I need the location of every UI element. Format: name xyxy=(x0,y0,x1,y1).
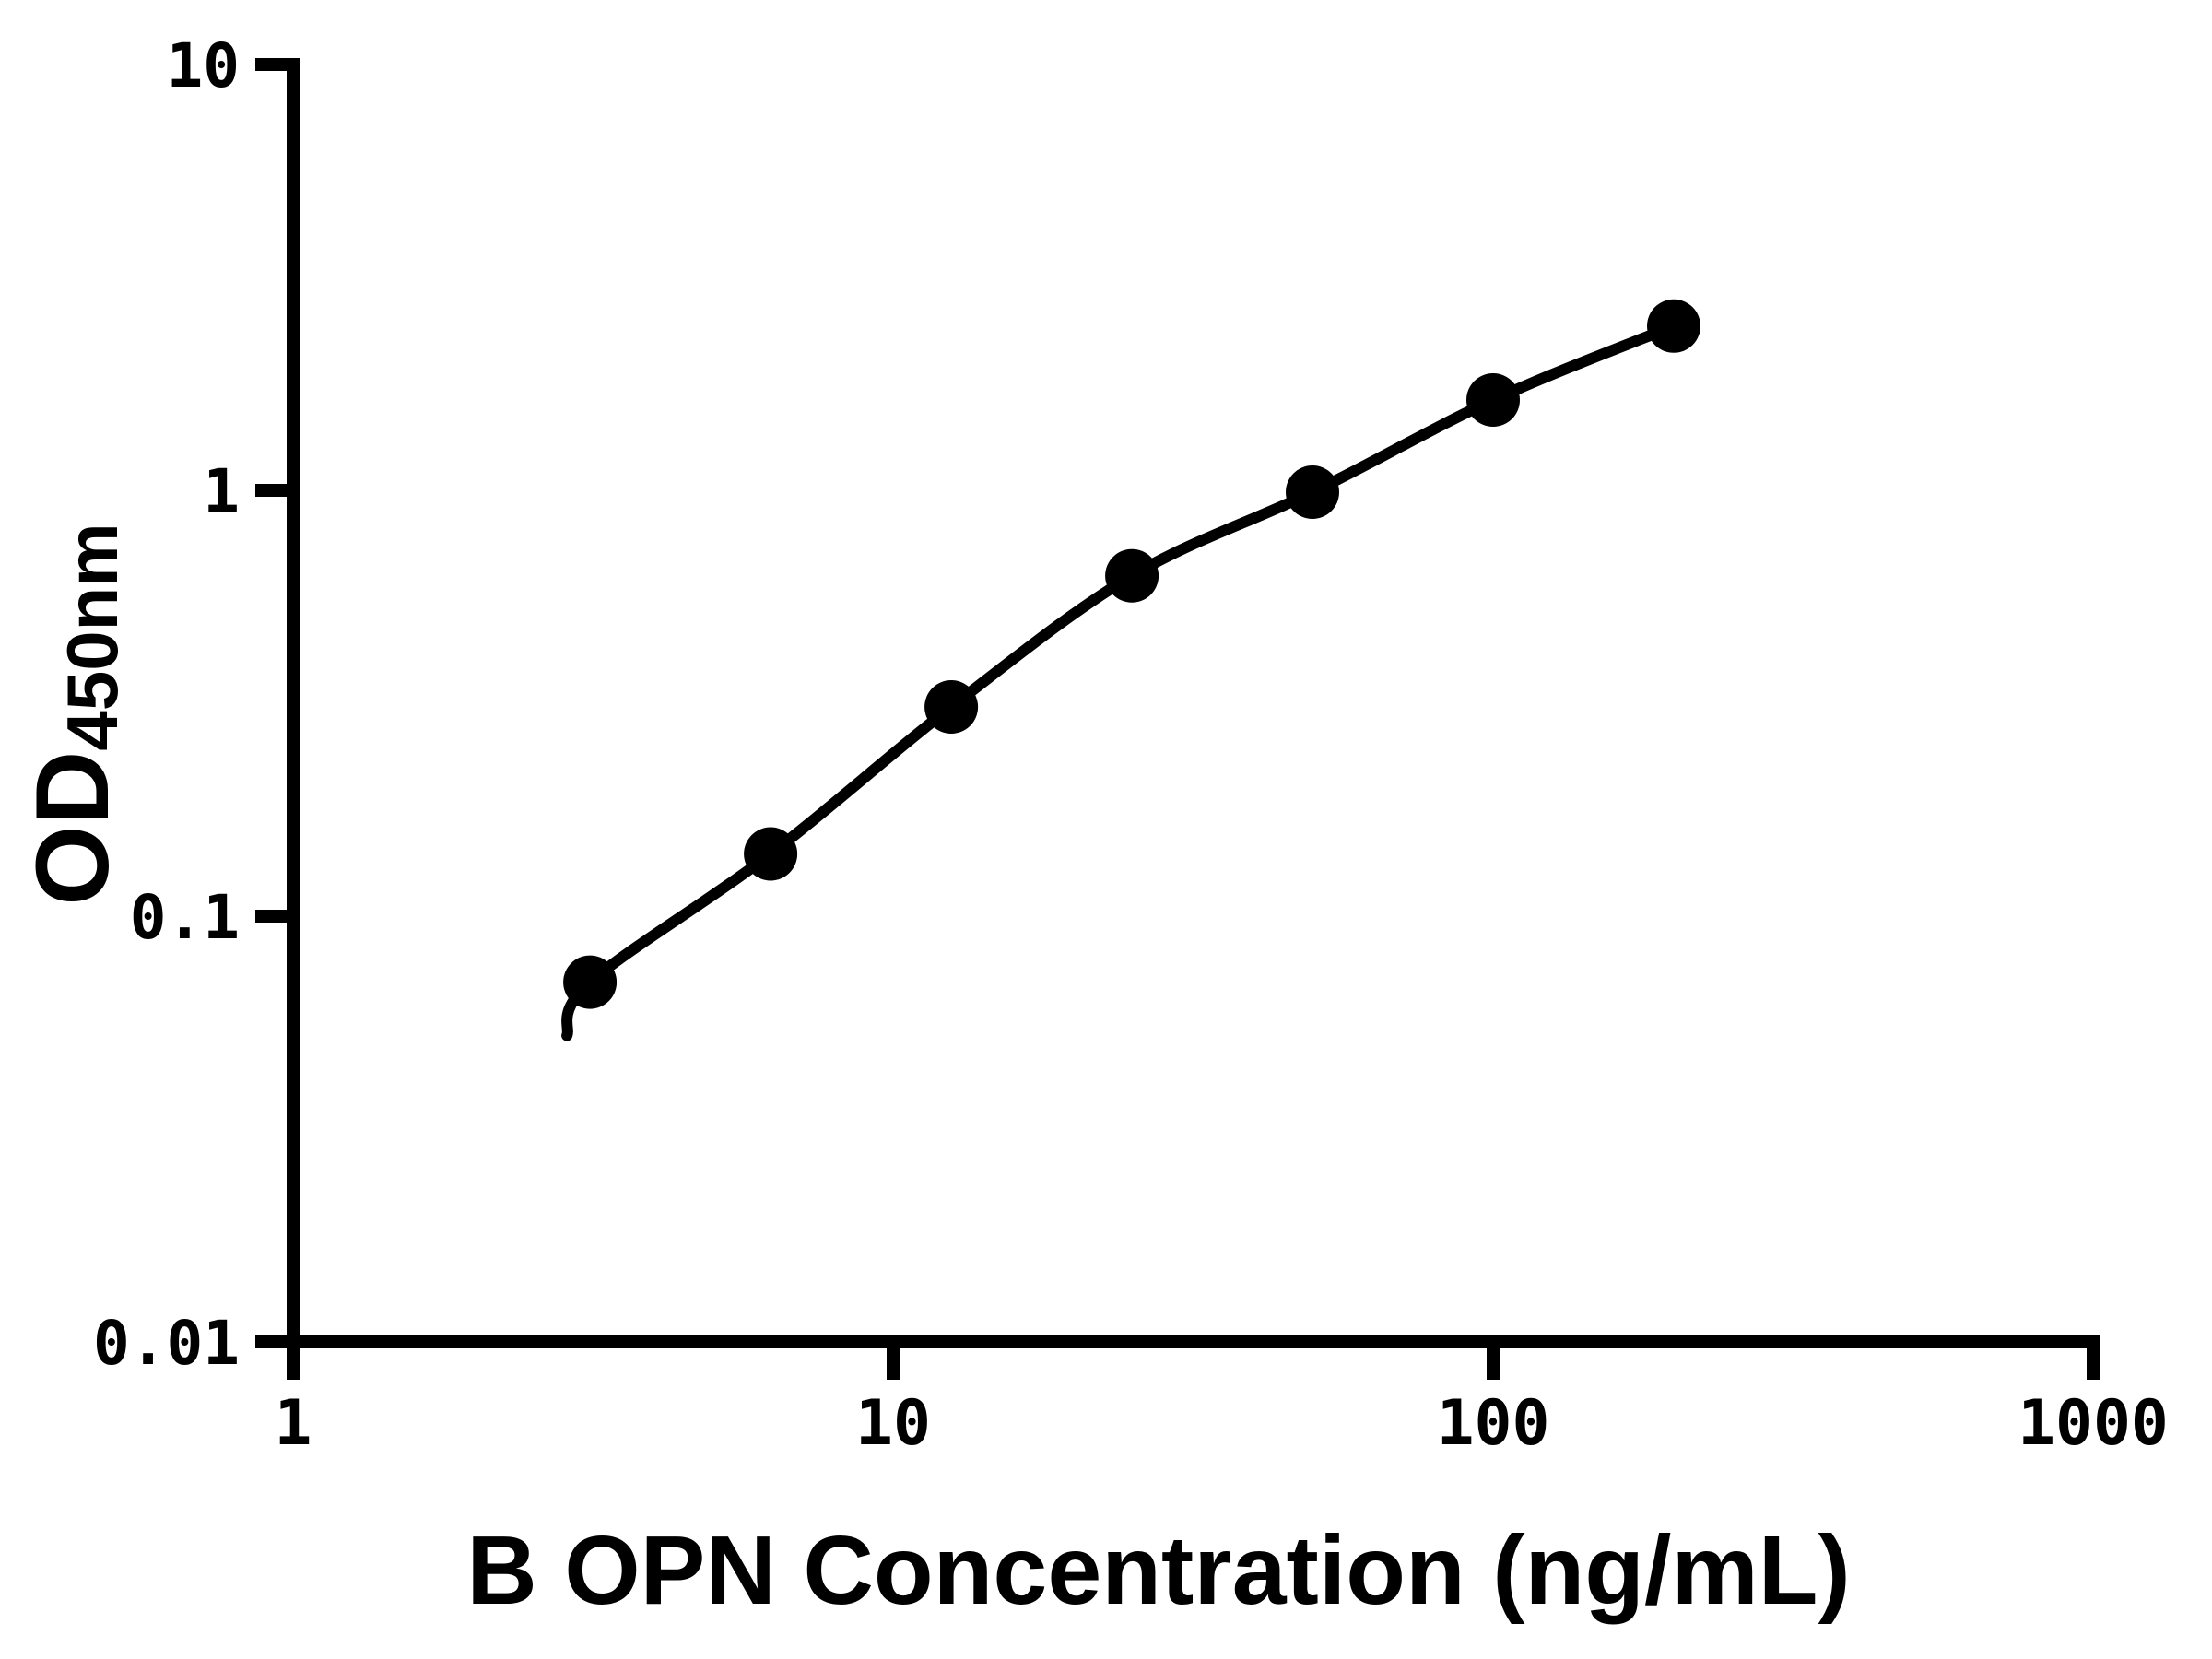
fit-curve xyxy=(561,320,1679,1041)
x-axis-title: B OPN Concentration (ng/mL) xyxy=(466,1516,1851,1625)
data-point-marker xyxy=(563,955,618,1009)
data-point-marker xyxy=(1105,548,1159,603)
x-tick-label: 1 xyxy=(275,1387,312,1460)
data-point-marker xyxy=(1466,373,1520,427)
y-tick-label: 0.01 xyxy=(93,1308,240,1379)
x-tick-label: 100 xyxy=(1437,1387,1550,1460)
data-point-marker xyxy=(744,827,798,881)
fit-curve-path xyxy=(561,320,1679,1041)
data-points xyxy=(563,299,1700,1009)
data-point-marker xyxy=(924,680,979,734)
y-tick-label: 10 xyxy=(167,30,240,101)
x-tick-label: 10 xyxy=(855,1387,931,1460)
tick-labels: 10 1 0.1 0.01 1 10 100 1000 xyxy=(93,30,2169,1460)
y-tick-label: 1 xyxy=(203,456,240,527)
y-axis-title: OD450nm xyxy=(15,523,133,905)
tick-marks xyxy=(255,58,2100,1380)
y-tick-label: 0.1 xyxy=(130,882,240,953)
data-point-marker xyxy=(1647,299,1700,353)
x-tick-label: 1000 xyxy=(2018,1387,2169,1460)
axes xyxy=(287,58,2100,1348)
data-point-marker xyxy=(1286,465,1339,519)
